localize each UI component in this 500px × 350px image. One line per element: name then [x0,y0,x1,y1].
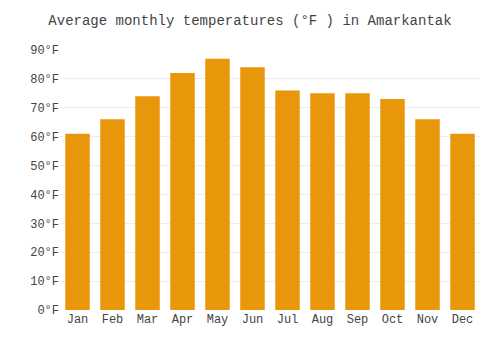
svg-text:10°F: 10°F [30,275,59,289]
svg-text:20°F: 20°F [30,246,59,260]
svg-text:Jun: Jun [242,313,264,327]
svg-text:Oct: Oct [382,313,404,327]
svg-text:Dec: Dec [452,313,474,327]
svg-text:Average monthly temperatures (: Average monthly temperatures (°F ) in Am… [48,13,451,29]
svg-text:Aug: Aug [312,313,334,327]
svg-text:70°F: 70°F [30,102,59,116]
svg-text:Sep: Sep [347,313,369,327]
svg-text:May: May [207,313,229,327]
svg-text:90°F: 90°F [30,44,59,58]
svg-text:Jul: Jul [277,313,299,327]
svg-text:60°F: 60°F [30,131,59,145]
svg-text:0°F: 0°F [37,304,59,318]
svg-text:Mar: Mar [137,313,159,327]
svg-text:Apr: Apr [172,313,194,327]
svg-text:Jan: Jan [67,313,89,327]
svg-text:Feb: Feb [102,313,124,327]
svg-text:Nov: Nov [417,313,439,327]
svg-text:40°F: 40°F [30,189,59,203]
svg-text:50°F: 50°F [30,160,59,174]
svg-text:30°F: 30°F [30,218,59,232]
svg-text:80°F: 80°F [30,73,59,87]
